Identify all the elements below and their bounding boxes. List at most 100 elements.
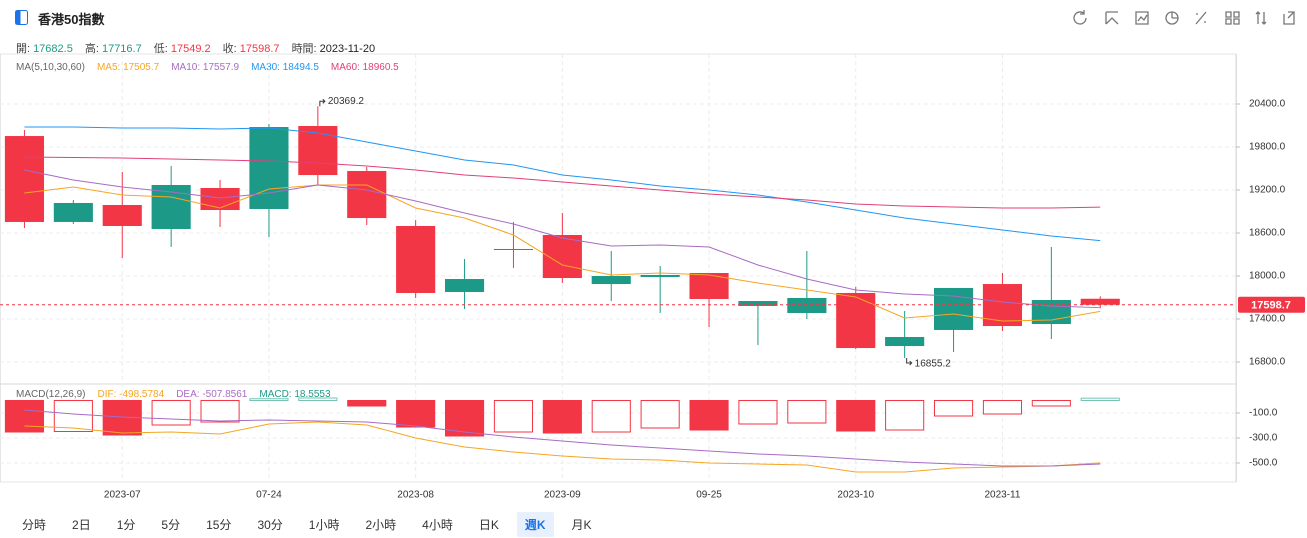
legend-item: MACD: 18.5553 [259, 389, 330, 400]
candle-body [787, 298, 827, 313]
macd-bar [347, 400, 387, 407]
macd-bar [738, 400, 778, 425]
low-label: 低: [153, 43, 168, 55]
period-tab[interactable]: 2小時 [365, 518, 397, 532]
sort-icon[interactable] [1255, 11, 1267, 25]
legend-label: MACD: [259, 389, 292, 400]
indicator-icon[interactable] [1135, 11, 1149, 25]
period-tab[interactable]: 2日 [72, 518, 91, 532]
macd-bar [689, 400, 729, 431]
macd-bar [151, 400, 191, 426]
legend-item: DEA: -507.8561 [176, 389, 247, 400]
legend-label: MA10: [171, 62, 201, 73]
macd-bar [53, 400, 93, 432]
legend-value: 18.5553 [294, 389, 331, 400]
open-value: 17682.5 [33, 43, 73, 55]
macd-bar [542, 400, 582, 434]
x-tick-label: 2023-09 [544, 490, 581, 501]
legend-value: 18494.5 [282, 62, 319, 73]
legend-item: MA10: 17557.9 [171, 62, 239, 73]
ma-line [24, 184, 1101, 322]
percent-icon[interactable] [1195, 11, 1207, 25]
annotation-arrow [319, 98, 326, 107]
candle-body [640, 275, 680, 278]
x-tick-label: 09-25 [696, 490, 722, 501]
macd-legend: MACD(12,26,9) DIF: -498.5784 DEA: -507.856… [16, 389, 331, 400]
legend-item: MA5: 17505.7 [97, 62, 159, 73]
macd-line [24, 421, 1101, 473]
price-tag [1238, 296, 1305, 313]
macd-bar [640, 400, 680, 429]
candle-body [836, 292, 876, 349]
annotation-arrow [906, 358, 913, 366]
chart-title: 香港50指數 [38, 12, 105, 27]
macd-bar [1080, 397, 1120, 401]
ma-line [24, 169, 1101, 309]
macd-bar [298, 397, 338, 401]
candle-body [396, 225, 436, 293]
time-value: 2023-11-20 [319, 43, 376, 55]
x-tick-label: 2023-10 [837, 490, 874, 501]
period-tab[interactable]: 1小時 [308, 518, 340, 532]
ma-title: MA(5,10,30,60) [16, 62, 85, 73]
candle-body [444, 279, 485, 292]
macd-title: MACD(12,26,9) [16, 389, 86, 400]
y-tick-label: 19800.0 [1249, 142, 1286, 153]
low-annotation: 16855.2 [915, 359, 952, 370]
layout-icon[interactable] [1225, 11, 1240, 25]
ma-line [24, 126, 1101, 242]
period-tab[interactable]: 日K [478, 518, 499, 532]
ohlc-info: 開: 17682.5 高: 17716.7 低: 17549.2 收: 17598.7 … [16, 40, 384, 56]
macd-bar [885, 400, 925, 431]
legend-label: MA30: [251, 62, 280, 73]
legend-label: DEA: [176, 389, 200, 400]
legend-value: 18960.5 [362, 62, 399, 73]
legend-label: MA60: [330, 62, 360, 73]
period-tab[interactable]: 1分 [116, 518, 136, 532]
high-label: 高: [84, 43, 99, 55]
period-tabs: 分時 2日 1分 5分 15分 30分 1小時 2小時 4小時 日K 週K 月K [14, 512, 610, 537]
y-tick-label: -100.0 [1249, 408, 1278, 419]
legend-item: MA30: 18494.5 [251, 62, 319, 73]
candle-body [1080, 298, 1120, 305]
period-tab[interactable]: 分時 [22, 518, 47, 532]
macd-bar [4, 400, 45, 433]
time-label: 時間: [291, 43, 317, 55]
y-tick-label: 16800.0 [1249, 357, 1286, 368]
close-label: 收: [222, 43, 237, 55]
period-tab[interactable]: 月K [571, 518, 592, 532]
period-tab[interactable]: 30分 [257, 518, 283, 532]
x-tick-label: 2023-07 [104, 490, 141, 501]
candle-body [102, 204, 142, 226]
candle-body [249, 127, 289, 209]
candle-body [493, 248, 534, 250]
chart: 2023-07 07-24 2023-08 2023-09 09-25 2023-10 20… [0, 53, 1305, 501]
y-tick-label: 18600.0 [1249, 228, 1286, 239]
legend-value: -507.8561 [202, 389, 248, 400]
period-tab[interactable]: 5分 [161, 518, 181, 532]
fullscreen-icon[interactable] [1283, 11, 1295, 25]
candle-body [347, 171, 387, 219]
y-tick-label: -300.0 [1249, 433, 1278, 444]
icon-fill [15, 10, 21, 25]
period-tab[interactable]: 週K [516, 512, 554, 537]
macd-bar [493, 400, 534, 433]
period-tab[interactable]: 4小時 [422, 518, 453, 532]
title-icon [15, 10, 28, 25]
y-tick-label: 20400.0 [1249, 99, 1286, 110]
macd-bar [591, 400, 631, 433]
candle-body [885, 336, 925, 347]
macd-bar [102, 400, 142, 436]
macd-bar [982, 400, 1023, 415]
candle-body [933, 287, 974, 330]
candle-body [298, 126, 338, 176]
macd-bar [787, 400, 827, 424]
legend-item: MA60: 18960.5 [331, 62, 399, 73]
price-tag-label: 17598.7 [1251, 300, 1291, 312]
draw-icon[interactable] [1105, 11, 1119, 25]
period-tab[interactable]: 15分 [206, 518, 232, 532]
refresh-icon[interactable] [1073, 10, 1087, 25]
high-annotation: 20369.2 [328, 96, 365, 107]
macd-bar [1031, 400, 1071, 407]
